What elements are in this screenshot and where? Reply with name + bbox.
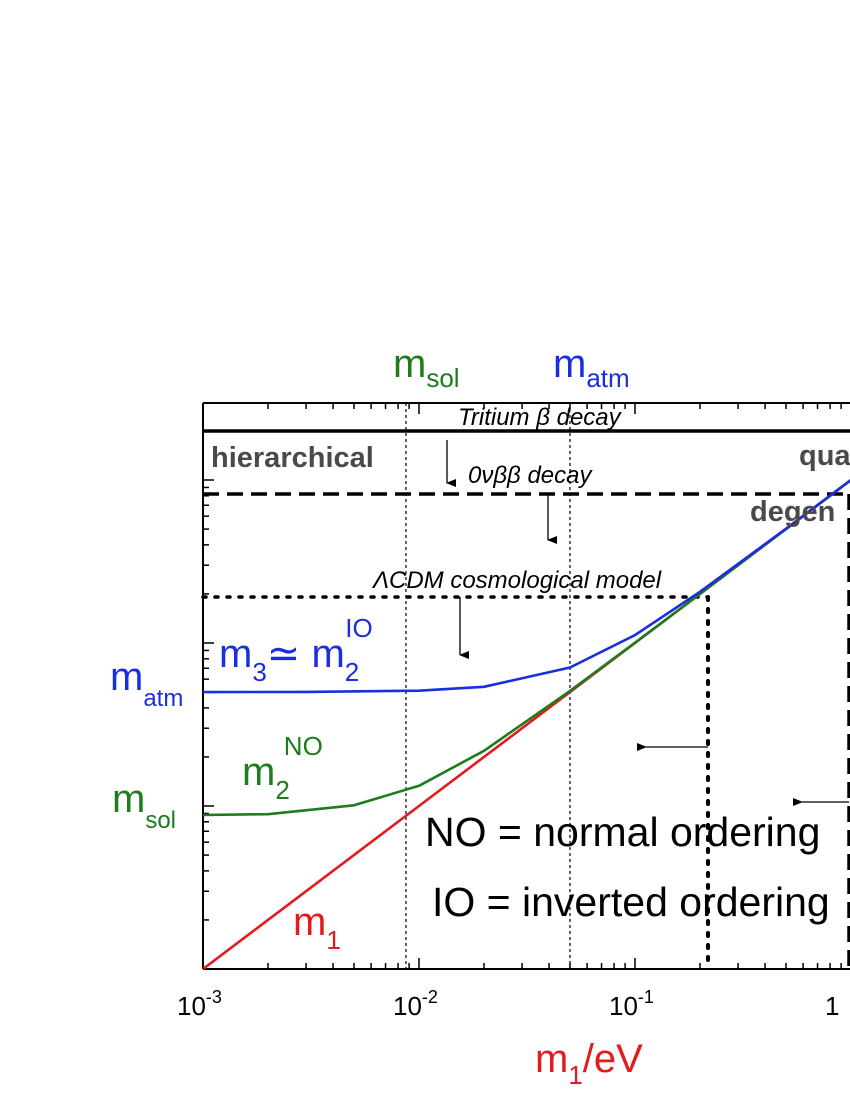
x-tick-label: 1 [825, 991, 839, 1021]
left-matm-label: matm [110, 655, 183, 712]
degenerate-label: degen [750, 496, 835, 528]
x-tick-labels: 10-3 10-2 10-1 1 [177, 987, 839, 1021]
reference-lines [201, 403, 850, 971]
left-msol-label: msol [112, 777, 176, 834]
quasi-label: qua [799, 440, 850, 472]
axis-ticks [202, 403, 842, 970]
x-axis-label: m1/eV [535, 1037, 643, 1090]
legend-normal-ordering: NO = normal ordering [425, 809, 820, 855]
m1-label: m1 [293, 900, 341, 955]
x-tick-label: 10-3 [177, 987, 222, 1021]
zeronu-label: 0νββ decay [468, 462, 593, 489]
top-msol-label: msol [393, 342, 460, 393]
lcdm-label: ΛCDM cosmological model [371, 567, 662, 594]
top-matm-label: matm [553, 342, 630, 393]
m3-io-label: m3≃ m2IO [219, 613, 373, 687]
m2-no-label: m2NO [242, 731, 323, 805]
x-tick-label: 10-2 [393, 987, 438, 1021]
x-tick-label: 10-1 [609, 987, 654, 1021]
legend-inverted-ordering: IO = inverted ordering [432, 879, 830, 925]
hierarchical-label: hierarchical [211, 442, 374, 474]
tritium-label: Tritium β decay [458, 404, 623, 431]
series-layer [203, 479, 850, 969]
series-m3_IO [203, 479, 850, 694]
